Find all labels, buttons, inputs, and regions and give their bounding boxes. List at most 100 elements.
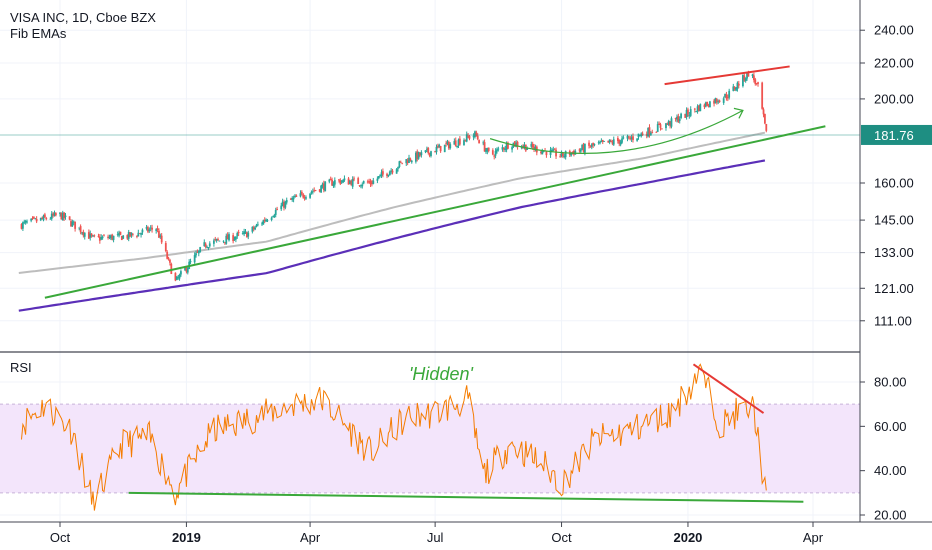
candle-body (610, 141, 612, 142)
candle-body (303, 197, 306, 199)
candle-body (540, 151, 542, 153)
candle-body (233, 238, 236, 240)
candle-body (693, 108, 696, 110)
candle-body (45, 218, 48, 220)
candle-body (485, 150, 487, 152)
candle-body (676, 116, 678, 120)
candle-body (333, 180, 336, 185)
candle-body (414, 152, 417, 162)
time-axis[interactable] (0, 522, 932, 550)
candle-body (184, 267, 186, 271)
candle-body (593, 144, 596, 146)
candle-body (680, 113, 682, 118)
red-trendline[interactable] (664, 65, 790, 86)
candle-body (733, 87, 736, 90)
candle-body (310, 191, 313, 194)
candle-body (353, 178, 355, 180)
candle-body (291, 197, 294, 200)
candle-body (207, 247, 210, 249)
candle-body (491, 150, 494, 155)
candle-body (32, 217, 35, 219)
candle-body (376, 178, 379, 181)
candle-body (318, 189, 321, 192)
candle-body (343, 178, 346, 181)
rsi-red-trendline[interactable] (692, 363, 765, 414)
rsi-pane[interactable] (0, 363, 860, 511)
candle-body (590, 144, 593, 147)
candle-body (722, 98, 725, 103)
candle-body (559, 156, 562, 158)
candle-body (626, 136, 629, 139)
candle-body (148, 229, 151, 231)
rsi-green-trendline[interactable] (128, 491, 804, 503)
candle-body (616, 138, 619, 142)
candle-body (636, 138, 639, 141)
candle-body (280, 205, 283, 210)
candle-body (430, 151, 432, 157)
candle-body (689, 109, 692, 116)
candle-body (109, 235, 112, 239)
candle-body (608, 139, 611, 143)
candle-body (463, 140, 465, 146)
price-axis[interactable] (860, 0, 932, 550)
candle-body (156, 228, 159, 230)
time-tick-label: Apr (803, 530, 824, 545)
time-tick-label: 2019 (172, 530, 201, 545)
time-tick-label: Oct (551, 530, 572, 545)
candle-body (322, 183, 325, 191)
price-tick-label: 220.00 (874, 56, 914, 71)
candle-body (82, 231, 85, 236)
candle-body (328, 179, 331, 182)
candle-body (222, 240, 225, 242)
candle-body (372, 180, 375, 184)
candle-body (493, 155, 496, 157)
candle-body (20, 224, 23, 229)
candle-body (502, 147, 505, 150)
chart-title: VISA INC, 1D, Cboe BZX (10, 10, 156, 25)
arc-annotation[interactable] (489, 109, 744, 154)
candle-body (475, 132, 478, 137)
candle-body (542, 151, 545, 152)
candle-body (611, 141, 614, 144)
candle-body (725, 94, 728, 99)
candle-body (629, 137, 632, 139)
candle-body (458, 138, 461, 145)
candle-body (164, 243, 167, 251)
candle-body (254, 227, 257, 230)
candle-body (100, 237, 103, 240)
green-trendline[interactable] (44, 125, 826, 299)
candle-body (26, 221, 28, 223)
price-pane[interactable] (0, 65, 860, 312)
candle-body (427, 148, 430, 153)
candle-body (228, 234, 230, 241)
candle-body (562, 152, 564, 157)
candle-body (667, 120, 670, 125)
candle-body (390, 170, 393, 172)
candle-body (438, 144, 441, 148)
candle-body (53, 212, 56, 216)
candle-body (234, 236, 237, 240)
candle-body (320, 185, 322, 193)
candle-body (399, 161, 402, 163)
candle-body (578, 149, 581, 151)
candle-body (49, 218, 52, 220)
candle-body (347, 178, 350, 185)
candle-body (439, 146, 442, 152)
candle-body (751, 74, 754, 77)
candle-body (289, 198, 292, 200)
candle-body (704, 102, 707, 107)
candle-body (147, 227, 149, 232)
candle-body (52, 213, 55, 216)
candle-body (597, 142, 600, 144)
price-tick-label: 111.00 (874, 313, 912, 328)
candle-body (21, 222, 24, 229)
candle-body (127, 231, 130, 239)
candle-body (151, 227, 153, 230)
candle-body (655, 131, 658, 133)
candle-body (186, 268, 189, 273)
candle-body (130, 232, 133, 236)
candle-body (474, 131, 476, 138)
candle-body (232, 235, 235, 242)
candle-body (425, 148, 428, 150)
